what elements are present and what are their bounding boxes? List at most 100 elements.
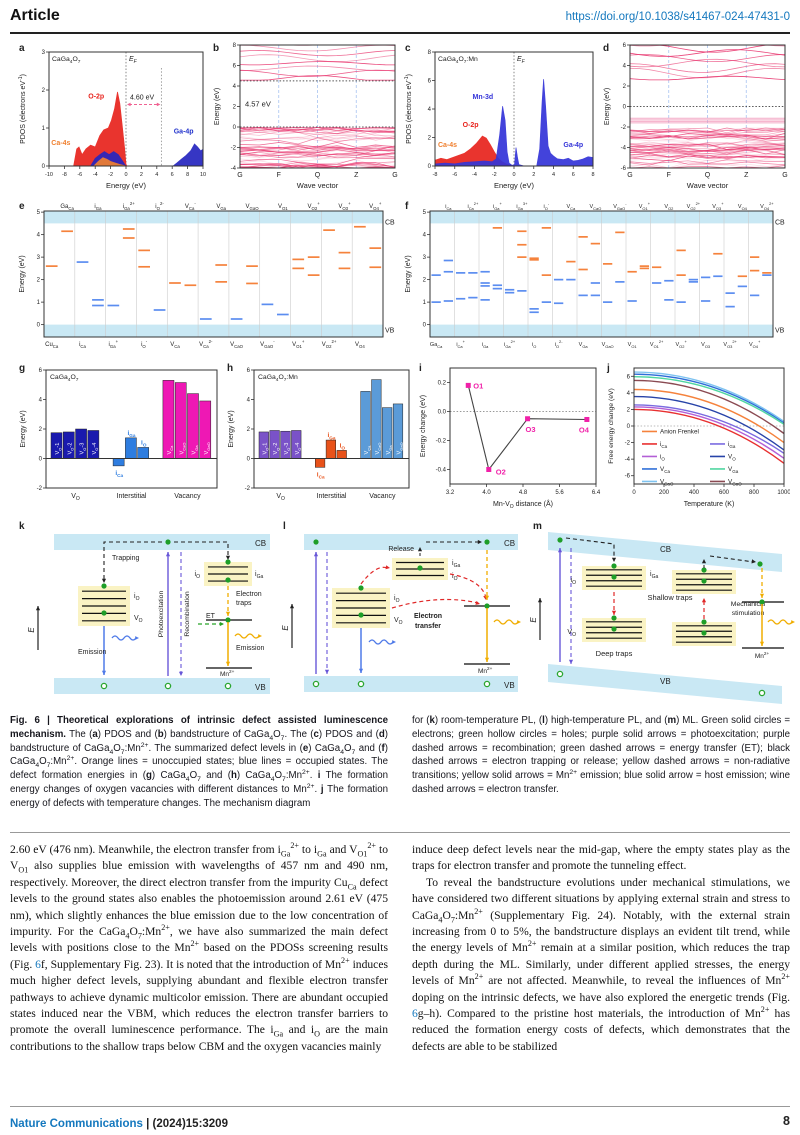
svg-text:6: 6 xyxy=(627,374,631,380)
svg-text:800: 800 xyxy=(749,490,760,496)
panel-j-free-energy-curves: j 0 200 400 600 800 1000 -6 -4 -2 0 2 4 6 Temperature … xyxy=(604,360,791,510)
trapping-label: Trapping xyxy=(112,555,139,562)
io-label: iO xyxy=(571,577,577,586)
electron-dot xyxy=(417,565,423,571)
cb-label: CB xyxy=(385,219,395,226)
electron-dot xyxy=(611,563,617,569)
panel-g-formation-energy-bars: g -2 0 2 4 6 Energy (eV) VO-1 VO-2 VO-3 VO-4 VO iCa i… xyxy=(16,360,222,510)
svg-text:10: 10 xyxy=(200,172,206,178)
svg-text:2: 2 xyxy=(140,172,143,178)
defect-label: VCa xyxy=(170,342,180,349)
panel-b-bandstructure-caga4o7: b -4 -2 0 2 4 6 8 Energy (eV) G F Q Z G Wave vector 4.5… xyxy=(210,40,400,192)
svg-text:4: 4 xyxy=(37,233,41,239)
electron-dot xyxy=(611,574,617,580)
defect-label: VGa xyxy=(216,204,226,211)
svg-text:4.8: 4.8 xyxy=(519,490,528,496)
electron-dot xyxy=(225,577,231,583)
hole-circle xyxy=(758,689,766,697)
series-label: Ca-4s xyxy=(438,142,457,149)
vo-label: VO xyxy=(134,615,143,624)
series-label: O-2p xyxy=(463,122,479,129)
panel-letter: i xyxy=(419,363,422,374)
svg-text:4: 4 xyxy=(247,398,251,404)
svg-text:4: 4 xyxy=(623,64,627,70)
defect-label: iO- xyxy=(544,201,550,211)
y-axis-label: Energy (eV) xyxy=(405,255,412,292)
fermi-label: EF xyxy=(129,56,138,65)
defect-label: iCa2+ xyxy=(467,201,478,211)
bar-label: VCaO xyxy=(375,443,382,455)
deep-traps-label: Deep traps xyxy=(596,649,633,658)
electron-transfer-label: Electron xyxy=(414,613,442,620)
point-label: O2 xyxy=(496,468,506,477)
svg-text:-8: -8 xyxy=(433,172,438,178)
svg-text:-6: -6 xyxy=(621,166,627,172)
panel-title: CaGa4O7 xyxy=(52,56,81,65)
defect-label: GaCa xyxy=(430,342,443,349)
defect-label: iO2- xyxy=(555,339,564,349)
svg-text:4: 4 xyxy=(39,398,43,404)
svg-text:0: 0 xyxy=(124,172,127,178)
defect-label: iGa2+ xyxy=(504,339,516,349)
page-footer: Nature Communications | (2024)15:3209 8 xyxy=(10,1106,790,1132)
svg-text:0: 0 xyxy=(247,457,251,463)
svg-text:-2: -2 xyxy=(621,125,627,131)
defect-label: VO1+ xyxy=(292,339,305,349)
svg-text:-2: -2 xyxy=(492,172,497,178)
svg-text:-2: -2 xyxy=(625,441,631,447)
svg-text:6: 6 xyxy=(39,368,43,374)
svg-text:-4: -4 xyxy=(231,166,237,172)
defect-label: VO3+ xyxy=(338,201,351,211)
svg-text:8: 8 xyxy=(186,172,189,178)
article-label: Article xyxy=(10,7,60,24)
mechanical-stimulation-label: Mechanical xyxy=(731,601,766,608)
et-label: ET xyxy=(206,613,216,620)
mn-label: Mn2+ xyxy=(220,669,235,678)
legend-label: iO xyxy=(660,453,665,461)
svg-text:0: 0 xyxy=(423,323,427,329)
group-label: Vacancy xyxy=(174,493,201,500)
bar-label: VCaO xyxy=(179,443,186,455)
vo-label: VO xyxy=(567,629,576,638)
svg-text:2: 2 xyxy=(623,84,627,90)
panel-title: CaGa4O7:Mn xyxy=(258,374,298,383)
iga-label: iGa xyxy=(650,571,658,580)
defect-label: iCa+ xyxy=(456,339,465,349)
bar-label: VO-1 xyxy=(55,443,62,455)
defect-label: iGa3+ xyxy=(516,201,528,211)
svg-text:6.4: 6.4 xyxy=(592,490,601,496)
svg-text:3: 3 xyxy=(42,50,46,56)
panel-letter: j xyxy=(606,363,610,374)
defect-label: iO- xyxy=(141,339,148,349)
svg-text:Z: Z xyxy=(354,172,359,179)
io-label: iO xyxy=(195,571,201,580)
figure-caption-right: for (k) room-temperature PL, (l) high-te… xyxy=(412,715,790,795)
series-label: Ca-4s xyxy=(51,140,70,147)
electron-dot xyxy=(484,603,490,609)
bar-label: VO-3 xyxy=(284,443,291,455)
svg-text:1: 1 xyxy=(423,300,427,306)
bar-label: VO-3 xyxy=(80,443,87,455)
x-axis-label: Wave vector xyxy=(687,181,729,190)
svg-text:F: F xyxy=(277,172,281,179)
svg-text:2: 2 xyxy=(233,105,237,111)
electron-dot xyxy=(557,537,563,543)
svg-text:transfer: transfer xyxy=(415,623,441,630)
vo-label: VO xyxy=(394,617,403,626)
svg-text:0: 0 xyxy=(233,125,237,131)
svg-text:3: 3 xyxy=(37,255,41,261)
bar-label: iGa xyxy=(127,430,135,438)
defect-label: iGa xyxy=(94,204,102,211)
doi-link[interactable]: https://doi.org/10.1038/s41467-024-47431… xyxy=(565,11,790,23)
energy-axis-label: E xyxy=(27,627,36,633)
legend-label: iCa xyxy=(660,441,668,449)
energy-axis-label: E xyxy=(281,625,290,631)
defect-label: VO4+ xyxy=(369,201,382,211)
mn-label: Mn2+ xyxy=(478,666,493,675)
panel-h-formation-energy-bars-mn: h -2 0 2 4 6 Energy (eV) VO-1 VO-2 VO-3 VO-4 VO iCa i… xyxy=(224,360,414,510)
vb-label: VB xyxy=(660,677,671,686)
hole-circle xyxy=(164,682,172,690)
svg-text:-4: -4 xyxy=(93,172,98,178)
